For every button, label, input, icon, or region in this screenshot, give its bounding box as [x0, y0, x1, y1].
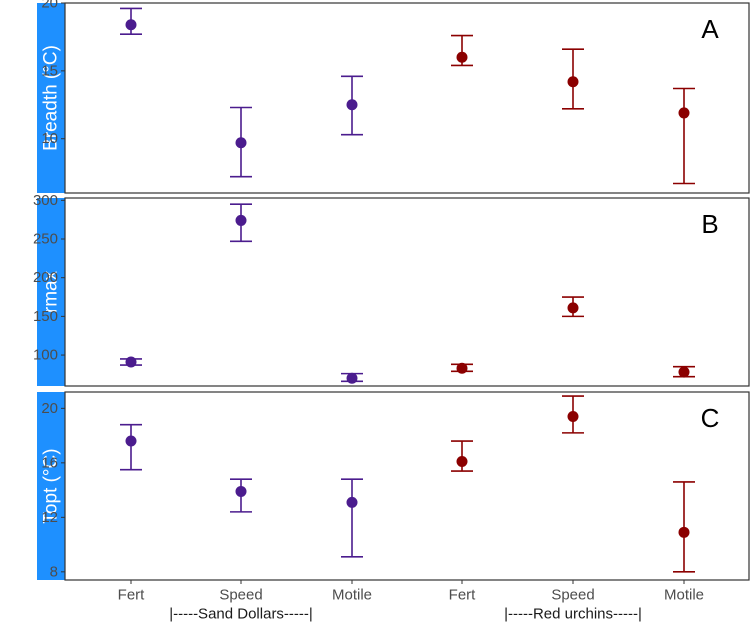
panel-C-point: [125, 435, 137, 447]
panel-C-point: [235, 485, 247, 497]
panel-B-ytick-label: 200: [33, 269, 58, 286]
x-tick-label: Motile: [664, 587, 704, 604]
panel-A-ytick-label: 20: [41, 0, 58, 12]
panel-B-strip: [37, 198, 65, 386]
panel-A-point: [567, 76, 579, 88]
panel-A-point: [456, 51, 468, 63]
panel-C-ytick-label: 8: [50, 563, 58, 580]
panel-A-ytick-label: 10: [41, 130, 58, 147]
panel-A-point: [235, 137, 247, 149]
panel-A-point: [346, 99, 358, 111]
x-tick-label: Motile: [332, 587, 372, 604]
panel-A-strip: [37, 3, 65, 193]
panel-A-point: [125, 19, 137, 31]
x-tick-label: Fert: [118, 587, 146, 604]
panel-B-ytick-label: 150: [33, 308, 58, 325]
panel-C-ytick-label: 12: [41, 509, 58, 526]
panel-C-letter: C: [701, 403, 720, 433]
panel-A-border: [64, 2, 750, 194]
panel-A-point: [678, 107, 690, 119]
panel-B-point: [678, 366, 690, 378]
panel-C-strip-label: Topt (°C): [41, 448, 62, 523]
panel-C-point: [678, 526, 690, 538]
panel-C-point: [567, 411, 579, 423]
panel-C-point: [456, 455, 468, 467]
panel-B-letter: B: [701, 209, 718, 239]
panel-C-border: [64, 391, 750, 581]
panel-A-ytick-label: 15: [41, 62, 58, 79]
panel-B-strip-label: rmax: [41, 270, 62, 313]
panel-B-point: [346, 372, 358, 384]
panel-C-ytick-label: 16: [41, 454, 58, 471]
panel-B-point: [125, 356, 137, 368]
panel-A-letter: A: [701, 14, 719, 44]
panel-B-point: [235, 214, 247, 226]
panel-B-point: [456, 362, 468, 374]
panel-B-border: [64, 197, 750, 387]
group-label-sand-dollars: |-----Sand Dollars-----|: [169, 606, 313, 623]
panel-C-point: [346, 496, 358, 508]
panel-B-ytick-label: 300: [33, 192, 58, 209]
panel-C-ytick-label: 20: [41, 400, 58, 417]
x-tick-label: Fert: [449, 587, 477, 604]
panel-B-point: [567, 302, 579, 314]
x-tick-label: Speed: [219, 587, 262, 604]
x-tick-label: Speed: [551, 587, 594, 604]
panel-B-ytick-label: 100: [33, 347, 58, 364]
panel-A-strip-label: Breadth (°C): [41, 45, 62, 151]
group-label-red-urchins: |-----Red urchins-----|: [504, 606, 642, 623]
panel-C-strip: [37, 392, 65, 580]
panel-B-ytick-label: 250: [33, 231, 58, 248]
